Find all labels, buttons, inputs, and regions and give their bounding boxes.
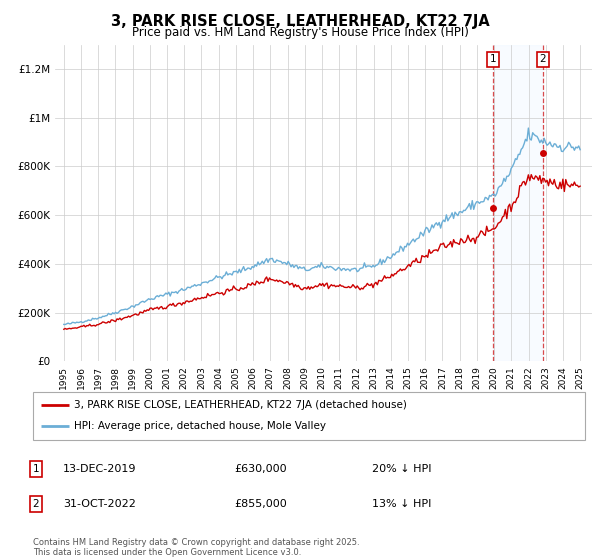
- Text: HPI: Average price, detached house, Mole Valley: HPI: Average price, detached house, Mole…: [74, 421, 326, 431]
- Text: 3, PARK RISE CLOSE, LEATHERHEAD, KT22 7JA: 3, PARK RISE CLOSE, LEATHERHEAD, KT22 7J…: [110, 14, 490, 29]
- Text: 3, PARK RISE CLOSE, LEATHERHEAD, KT22 7JA (detached house): 3, PARK RISE CLOSE, LEATHERHEAD, KT22 7J…: [74, 400, 407, 410]
- Text: £855,000: £855,000: [234, 499, 287, 509]
- Text: 2: 2: [539, 54, 546, 64]
- Text: 1: 1: [32, 464, 40, 474]
- Text: 1: 1: [490, 54, 497, 64]
- Bar: [493, 45, 543, 361]
- Text: 2: 2: [32, 499, 40, 509]
- Text: Price paid vs. HM Land Registry's House Price Index (HPI): Price paid vs. HM Land Registry's House …: [131, 26, 469, 39]
- Text: 31-OCT-2022: 31-OCT-2022: [63, 499, 136, 509]
- Text: 13% ↓ HPI: 13% ↓ HPI: [372, 499, 431, 509]
- Text: Contains HM Land Registry data © Crown copyright and database right 2025.
This d: Contains HM Land Registry data © Crown c…: [33, 538, 359, 557]
- Text: £630,000: £630,000: [234, 464, 287, 474]
- FancyBboxPatch shape: [33, 392, 585, 440]
- Text: 20% ↓ HPI: 20% ↓ HPI: [372, 464, 431, 474]
- Text: 13-DEC-2019: 13-DEC-2019: [63, 464, 137, 474]
